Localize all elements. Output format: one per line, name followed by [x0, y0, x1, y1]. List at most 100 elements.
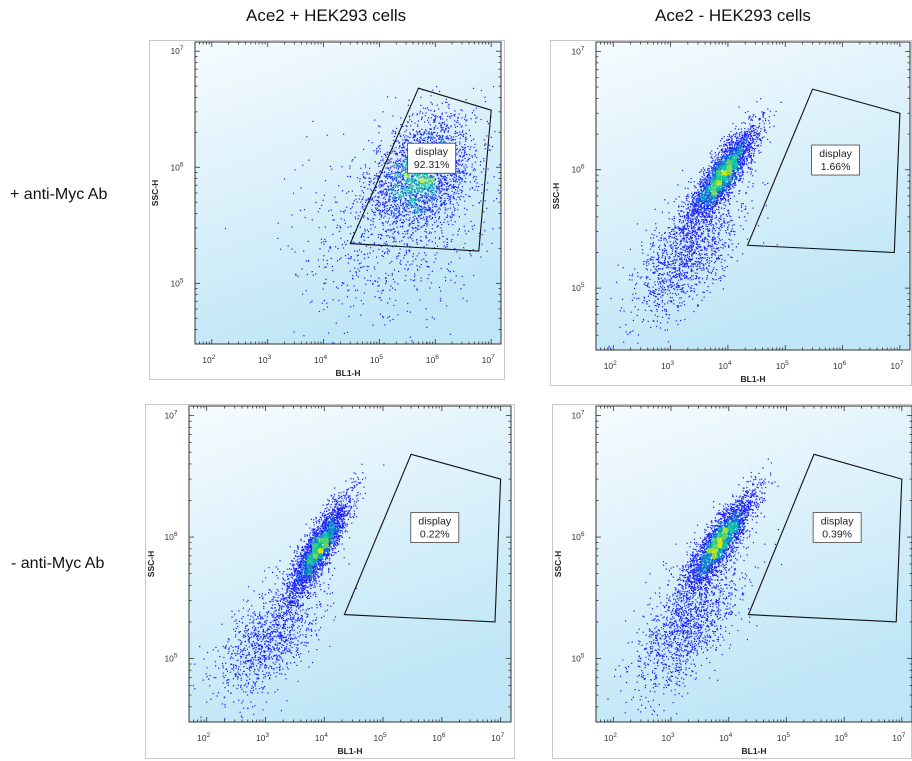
event-dot [692, 209, 694, 212]
event-dot [391, 176, 393, 178]
event-dot [718, 178, 721, 180]
event-dot [381, 185, 383, 187]
event-dot [452, 224, 454, 226]
event-dot [444, 207, 446, 209]
event-dot [461, 179, 463, 181]
event-dot [410, 221, 413, 223]
event-dot [396, 176, 398, 179]
event-dot [412, 232, 414, 234]
event-dot [434, 216, 437, 218]
event-dot [455, 192, 457, 194]
event-dot [464, 118, 466, 120]
event-dot [426, 196, 428, 199]
event-dot [387, 200, 390, 202]
event-dot [439, 178, 441, 180]
event-dot [335, 246, 337, 248]
event-dot [396, 226, 398, 228]
event-dot [433, 140, 435, 142]
event-dot [461, 186, 463, 188]
event-dot [392, 185, 395, 187]
event-dot [324, 180, 327, 182]
event-dot [421, 217, 423, 219]
event-dot [429, 196, 431, 198]
event-dot [726, 164, 728, 167]
event-dot [405, 187, 407, 189]
event-dot [363, 192, 365, 194]
event-dot [428, 188, 430, 190]
event-dot [396, 221, 399, 223]
event-dot [379, 218, 381, 220]
event-dot [408, 199, 410, 201]
event-dot [440, 124, 442, 127]
event-dot [402, 233, 404, 235]
event-dot [410, 185, 412, 187]
event-dot [440, 176, 442, 178]
event-dot [739, 175, 741, 177]
event-dot [380, 140, 382, 142]
event-dot [384, 192, 387, 194]
event-dot [409, 219, 411, 221]
event-dot [708, 200, 710, 202]
event-dot [396, 197, 398, 199]
event-dot [434, 179, 436, 181]
event-dot [463, 166, 465, 168]
event-dot [744, 152, 746, 154]
event-dot [374, 177, 376, 179]
event-dot [690, 218, 692, 220]
event-dot [452, 234, 454, 236]
event-dot [441, 128, 444, 130]
event-dot [714, 194, 716, 197]
event-dot [427, 107, 429, 109]
row-label-minus-anti-myc: - anti-Myc Ab [11, 555, 105, 572]
event-dot [423, 140, 426, 142]
event-dot [393, 237, 395, 240]
event-dot [385, 230, 387, 232]
event-dot [427, 220, 429, 222]
event-dot [695, 199, 697, 201]
event-dot [436, 142, 438, 144]
event-dot [374, 174, 376, 176]
event-dot [708, 213, 710, 215]
event-dot [750, 135, 752, 137]
event-dot [408, 251, 411, 253]
event-dot [712, 172, 714, 174]
event-dot [430, 138, 432, 140]
event-dot [421, 128, 423, 130]
event-dot [370, 247, 372, 249]
event-dot [421, 196, 423, 198]
event-dot [437, 183, 439, 185]
event-dot [415, 194, 417, 196]
event-dot [367, 253, 369, 255]
event-dot [399, 175, 401, 177]
event-dot [481, 234, 483, 236]
event-dot [724, 152, 726, 155]
event-dot [709, 208, 711, 210]
event-dot [430, 198, 432, 200]
event-dot [430, 232, 432, 234]
event-dot [465, 173, 467, 175]
event-dot [415, 197, 417, 199]
event-dot [361, 266, 363, 268]
event-dot [408, 99, 410, 101]
event-dot [374, 161, 376, 163]
event-dot [468, 129, 470, 131]
event-dot [379, 126, 381, 128]
event-dot [494, 131, 496, 133]
event-dot [402, 167, 404, 169]
event-dot [437, 212, 440, 214]
event-dot [362, 198, 364, 200]
event-dot [746, 157, 748, 160]
event-dot [436, 116, 438, 118]
event-dot [409, 196, 411, 198]
event-dot [390, 145, 392, 147]
event-dot [413, 198, 415, 200]
event-dot [753, 128, 755, 130]
event-dot [384, 213, 387, 215]
event-dot [374, 226, 376, 228]
event-dot [408, 249, 410, 251]
event-dot [446, 177, 448, 179]
event-dot [440, 140, 442, 142]
event-dot [741, 140, 744, 142]
event-dot [431, 316, 433, 318]
event-dot [741, 148, 743, 150]
